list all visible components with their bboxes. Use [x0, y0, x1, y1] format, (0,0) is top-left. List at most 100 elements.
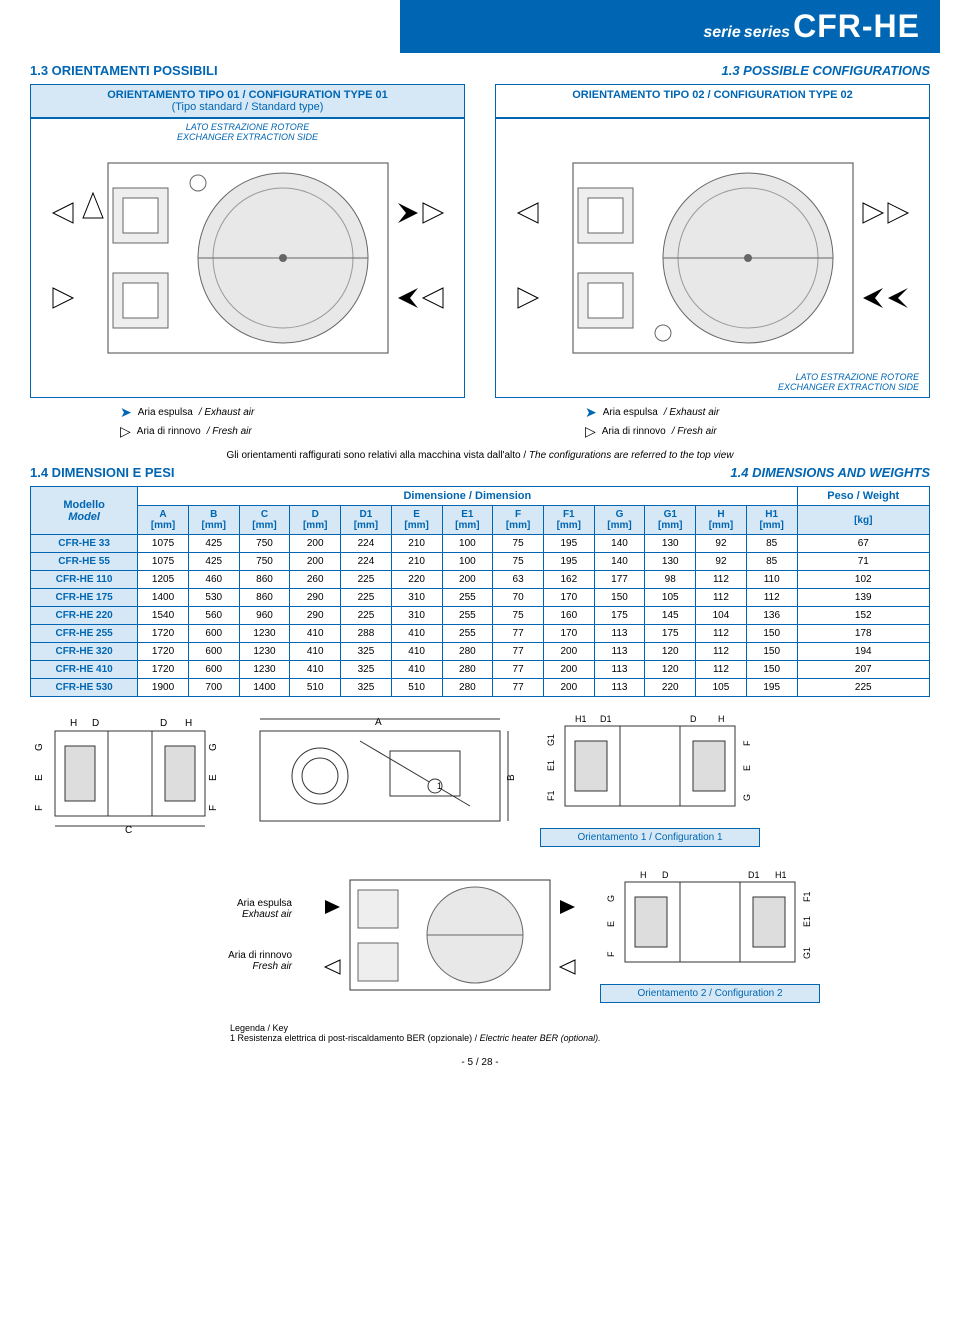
- dim-cell: 1720: [138, 661, 189, 679]
- svg-text:H1: H1: [575, 714, 587, 724]
- dim-cell: 140: [594, 535, 645, 553]
- dim-cell: 200: [543, 661, 594, 679]
- dim-cell: 130: [645, 553, 696, 571]
- dim-cell: 255: [442, 625, 493, 643]
- model-cell: CFR-HE 33: [31, 535, 138, 553]
- dim-cell: 325: [341, 643, 392, 661]
- flow-labels: Aria espulsaExhaust air Aria di rinnovoF…: [180, 898, 300, 972]
- dim-cell: 100: [442, 535, 493, 553]
- dim-cell: 150: [746, 625, 797, 643]
- dim-cell: 260: [290, 571, 341, 589]
- dim-cell: 310: [391, 589, 442, 607]
- tech-row-2: Aria espulsaExhaust air Aria di rinnovoF…: [30, 865, 930, 1005]
- dim-cell: 77: [493, 661, 544, 679]
- dim-cell: 1075: [138, 535, 189, 553]
- dim-cell: 210: [391, 535, 442, 553]
- weight-cell: 178: [797, 625, 929, 643]
- dim-cell: 410: [391, 643, 442, 661]
- dim-cell: 85: [746, 553, 797, 571]
- dim-cell: 145: [645, 607, 696, 625]
- dim-cell: 560: [188, 607, 239, 625]
- dim-cell: 120: [645, 643, 696, 661]
- svg-text:E1: E1: [802, 916, 812, 927]
- model-cell: CFR-HE 255: [31, 625, 138, 643]
- section-13-right: 1.3 POSSIBLE CONFIGURATIONS: [721, 63, 930, 78]
- dim-cell: 200: [543, 679, 594, 697]
- dim-cell: 530: [188, 589, 239, 607]
- dim-cell: 140: [594, 553, 645, 571]
- top-view-note: Gli orientamenti raffigurati sono relati…: [30, 450, 930, 461]
- col-header: E[mm]: [391, 506, 442, 535]
- config-type-01: ORIENTAMENTO TIPO 01 / CONFIGURATION TYP…: [30, 84, 465, 440]
- dim-cell: 700: [188, 679, 239, 697]
- svg-text:F1: F1: [802, 891, 812, 902]
- model-cell: CFR-HE 55: [31, 553, 138, 571]
- svg-text:E: E: [208, 774, 219, 781]
- dim-cell: 410: [290, 661, 341, 679]
- table-row: CFR-HE 175140053086029022531025570170150…: [31, 589, 930, 607]
- svg-text:E: E: [34, 774, 45, 781]
- col-header: D[mm]: [290, 506, 341, 535]
- dim-cell: 63: [493, 571, 544, 589]
- header-band: serie series CFR-HE: [400, 0, 940, 53]
- dim-cell: 77: [493, 679, 544, 697]
- page-number: - 5 / 28 -: [30, 1057, 930, 1068]
- dim-cell: 600: [188, 661, 239, 679]
- side-view-orient2: HD D1H1 G E F F1 E1 G1: [600, 867, 820, 977]
- svg-text:H: H: [70, 718, 77, 729]
- model-cell: CFR-HE 110: [31, 571, 138, 589]
- rotor-caption-01: LATO ESTRAZIONE ROTORE EXCHANGER EXTRACT…: [177, 123, 318, 143]
- model-header-it: Modello: [63, 499, 105, 511]
- table-row: CFR-HE 110120546086026022522020063162177…: [31, 571, 930, 589]
- side-view-orient1: H1D1 DH G1 E1 F1 F E G: [540, 711, 760, 821]
- svg-text:G: G: [606, 895, 616, 902]
- dim-cell: 105: [696, 679, 747, 697]
- dim-cell: 177: [594, 571, 645, 589]
- col-header: B[mm]: [188, 506, 239, 535]
- dim-cell: 410: [391, 625, 442, 643]
- svg-text:F: F: [208, 805, 219, 811]
- dim-cell: 600: [188, 643, 239, 661]
- col-header: F1[mm]: [543, 506, 594, 535]
- top-view-orient2: [320, 865, 580, 1005]
- config-01-line1: ORIENTAMENTO TIPO 01 / CONFIGURATION TYP…: [35, 89, 460, 101]
- dim-cell: 92: [696, 553, 747, 571]
- config-01-label: ORIENTAMENTO TIPO 01 / CONFIGURATION TYP…: [30, 84, 465, 118]
- col-header: A[mm]: [138, 506, 189, 535]
- dim-cell: 750: [239, 553, 290, 571]
- dim-cell: 410: [290, 625, 341, 643]
- dim-cell: 225: [341, 571, 392, 589]
- legend-02: ➤Aria espulsa / Exhaust air ▷Aria di rin…: [495, 404, 930, 440]
- col-header: G1[mm]: [645, 506, 696, 535]
- dim-cell: 162: [543, 571, 594, 589]
- config-type-02: ORIENTAMENTO TIPO 02 / CONFIGURATION TYP…: [495, 84, 930, 440]
- dim-cell: 195: [543, 553, 594, 571]
- svg-text:F: F: [34, 805, 45, 811]
- dim-cell: 104: [696, 607, 747, 625]
- dim-cell: 1400: [239, 679, 290, 697]
- dim-cell: 150: [746, 661, 797, 679]
- dim-cell: 1075: [138, 553, 189, 571]
- svg-text:D1: D1: [600, 714, 612, 724]
- dim-cell: 325: [341, 661, 392, 679]
- dim-cell: 195: [543, 535, 594, 553]
- dim-cell: 960: [239, 607, 290, 625]
- dim-cell: 1230: [239, 643, 290, 661]
- section-14-heading: 1.4 DIMENSIONI E PESI 1.4 DIMENSIONS AND…: [30, 465, 930, 480]
- dim-cell: 410: [391, 661, 442, 679]
- model-cell: CFR-HE 410: [31, 661, 138, 679]
- weight-col-header: [kg]: [797, 506, 929, 535]
- dim-cell: 98: [645, 571, 696, 589]
- dim-cell: 310: [391, 607, 442, 625]
- dim-cell: 325: [341, 679, 392, 697]
- page-content: 1.3 ORIENTAMENTI POSSIBILI 1.3 POSSIBLE …: [0, 53, 960, 1088]
- dim-group-header: Dimensione / Dimension: [138, 487, 797, 506]
- dim-cell: 195: [746, 679, 797, 697]
- dim-cell: 220: [645, 679, 696, 697]
- svg-text:D: D: [160, 718, 167, 729]
- model-cell: CFR-HE 220: [31, 607, 138, 625]
- dim-cell: 1540: [138, 607, 189, 625]
- serie-label: serie: [703, 24, 740, 41]
- svg-text:G1: G1: [546, 734, 556, 746]
- dim-cell: 150: [746, 643, 797, 661]
